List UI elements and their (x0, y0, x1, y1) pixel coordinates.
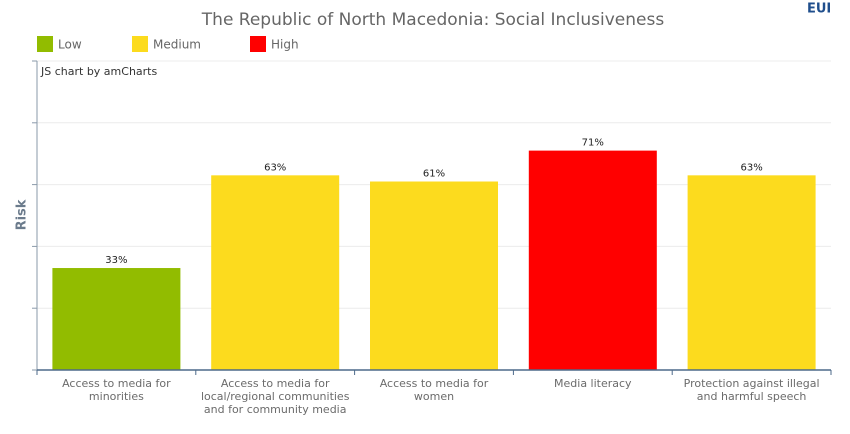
credit: JS chart by amCharts (40, 65, 157, 78)
x-tick-label: Media literacy (554, 377, 632, 390)
legend-label: Medium (153, 38, 201, 52)
x-tick-label: Access to media for women (379, 377, 489, 403)
value-label: 63% (264, 162, 286, 173)
bar (211, 175, 340, 370)
logo: EUI (807, 2, 831, 17)
legend-label: High (271, 38, 299, 52)
x-tick-label: Access to media for minorities (62, 377, 171, 403)
bar (687, 175, 816, 370)
bar (370, 181, 498, 370)
x-tick-label: Protection against illegal and harmful s… (683, 377, 820, 403)
bar (528, 150, 657, 370)
value-label: 61% (423, 169, 445, 180)
legend-swatch (250, 36, 266, 52)
x-tick-label: Access to media for local/regional commu… (200, 377, 350, 416)
chart-title: The Republic of North Macedonia: Social … (201, 10, 665, 30)
legend-swatch (37, 36, 53, 52)
value-label: 71% (582, 138, 604, 149)
legend-label: Low (58, 38, 82, 52)
value-label: 63% (740, 162, 762, 173)
y-axis-label: Risk (15, 199, 30, 230)
value-label: 33% (105, 255, 127, 266)
legend-swatch (132, 36, 148, 52)
bar (52, 268, 181, 370)
